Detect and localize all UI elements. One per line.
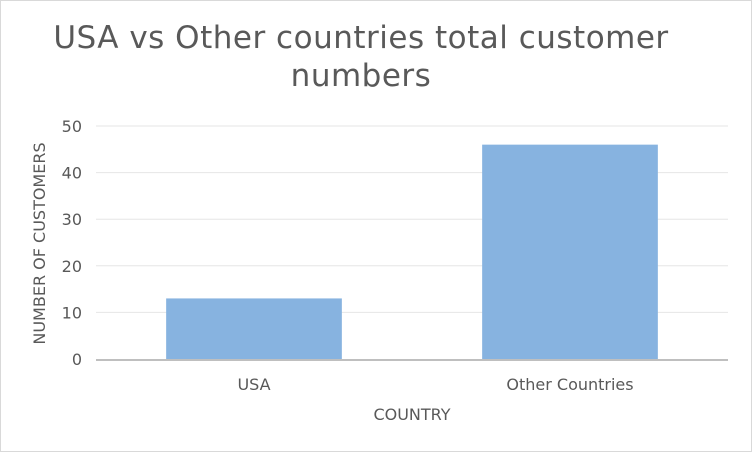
bar-usa	[166, 298, 342, 359]
x-tick-labels: USA Other Countries	[237, 375, 633, 394]
y-axis-title: NUMBER OF CUSTOMERS	[30, 142, 49, 344]
y-tick-label: 0	[72, 350, 82, 369]
y-tick-label: 20	[62, 257, 82, 276]
bar-other-countries	[482, 144, 658, 359]
y-tick-labels: 0 10 20 30 40 50	[62, 117, 82, 369]
x-axis-title: COUNTRY	[373, 405, 450, 424]
y-tick-label: 10	[62, 303, 82, 322]
y-tick-label: 40	[62, 164, 82, 183]
y-tick-label: 50	[62, 117, 82, 136]
x-tick-label: USA	[237, 375, 270, 394]
bars	[166, 144, 658, 359]
y-tick-label: 30	[62, 210, 82, 229]
chart-title: USA vs Other countries total customer nu…	[53, 20, 669, 94]
x-tick-label: Other Countries	[506, 375, 633, 394]
